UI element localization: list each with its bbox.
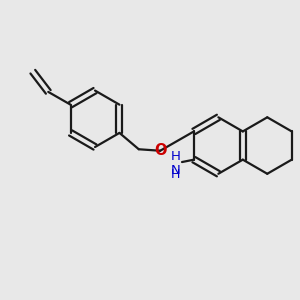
Text: H: H bbox=[171, 168, 181, 181]
Text: O: O bbox=[154, 143, 167, 158]
Text: H
N: H N bbox=[170, 150, 180, 177]
